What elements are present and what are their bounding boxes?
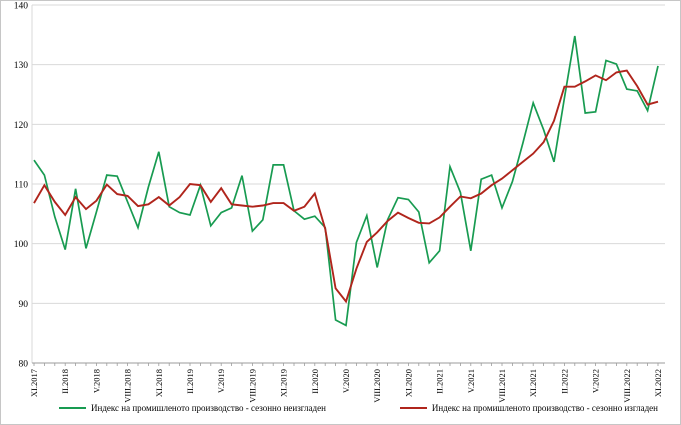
x-tick-label-V.2018: V.2018 [91, 369, 101, 393]
x-tick-label-V.2019: V.2019 [216, 369, 226, 393]
legend-line-swatch-green [59, 407, 87, 409]
x-tick-label-VIII.2020: VIII.2020 [372, 369, 382, 403]
y-tick-label-80: 80 [19, 360, 29, 370]
y-tick-label-130: 130 [14, 61, 29, 71]
series-line-unadjusted [33, 35, 659, 327]
legend-line-swatch-red [399, 407, 427, 409]
x-tick-label-XI.2018: XI.2018 [154, 369, 164, 397]
x-tick-label-II.2021: II.2021 [435, 369, 445, 394]
x-tick-label-VIII.2022: VIII.2022 [622, 369, 632, 403]
x-tick-label-V.2021: V.2021 [466, 369, 476, 393]
chart-legend: Индекс на промишленото производство - се… [1, 403, 680, 413]
legend-label-unadjusted: Индекс на промишленото производство - се… [91, 403, 326, 413]
x-tick-label-II.2020: II.2020 [310, 369, 320, 394]
legend-label-adjusted: Индекс на промишленото производство - се… [431, 403, 658, 413]
x-tick-label-II.2019: II.2019 [185, 369, 195, 394]
series-line-adjusted [33, 69, 659, 304]
x-tick-label-XI.2019: XI.2019 [279, 369, 289, 397]
y-tick-label-100: 100 [14, 240, 29, 250]
x-tick-label-VIII.2018: VIII.2018 [123, 369, 133, 403]
x-tick-label-VIII.2021: VIII.2021 [497, 369, 507, 403]
x-tick-label-XI.2017: XI.2017 [29, 369, 39, 397]
y-tick-label-140: 140 [14, 2, 29, 12]
legend-item-unadjusted: Индекс на промишленото производство - се… [59, 403, 326, 413]
legend-item-adjusted: Индекс на промишленото производство - се… [399, 403, 658, 413]
x-tick-label-XI.2020: XI.2020 [403, 369, 413, 397]
x-tick-label-V.2022: V.2022 [591, 369, 601, 393]
x-tick-label-VIII.2019: VIII.2019 [247, 369, 257, 403]
y-tick-label-90: 90 [19, 300, 29, 310]
y-tick-label-120: 120 [14, 121, 29, 131]
x-tick-label-XI.2022: XI.2022 [653, 369, 663, 397]
x-tick-label-V.2020: V.2020 [341, 369, 351, 393]
x-tick-label-XI.2021: XI.2021 [528, 369, 538, 397]
x-tick-label-II.2018: II.2018 [60, 369, 70, 394]
x-tick-label-II.2022: II.2022 [559, 369, 569, 394]
y-tick-label-110: 110 [14, 181, 28, 191]
